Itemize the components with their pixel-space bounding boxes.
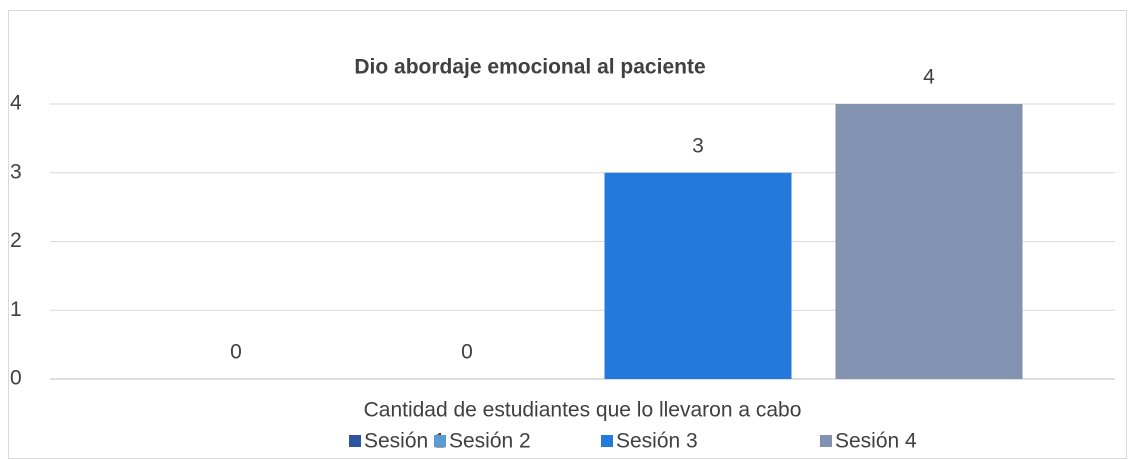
bar <box>835 104 1023 379</box>
legend-swatch <box>349 435 361 447</box>
legend-label: Sesión 1 <box>364 430 446 453</box>
data-label: 3 <box>692 134 704 157</box>
data-label: 0 <box>230 341 242 364</box>
data-label: 4 <box>923 66 935 89</box>
y-tick-label: 2 <box>10 229 22 252</box>
chart-title: Dio abordaje emocional al paciente <box>354 56 705 79</box>
legend-swatch <box>434 435 446 447</box>
legend-swatch <box>820 435 832 447</box>
bar <box>604 172 792 379</box>
legend-swatch <box>601 435 613 447</box>
y-tick-label: 0 <box>10 367 22 390</box>
y-tick-label: 3 <box>10 160 22 183</box>
legend-label: Sesión 4 <box>835 430 917 453</box>
y-tick-label: 4 <box>10 92 22 115</box>
data-label: 0 <box>461 341 473 364</box>
legend-label: Sesión 2 <box>449 430 531 453</box>
legend-label: Sesión 3 <box>616 430 698 453</box>
x-tick-label: Cantidad de estudiantes que lo llevaron … <box>364 399 802 422</box>
y-tick-label: 1 <box>10 298 22 321</box>
